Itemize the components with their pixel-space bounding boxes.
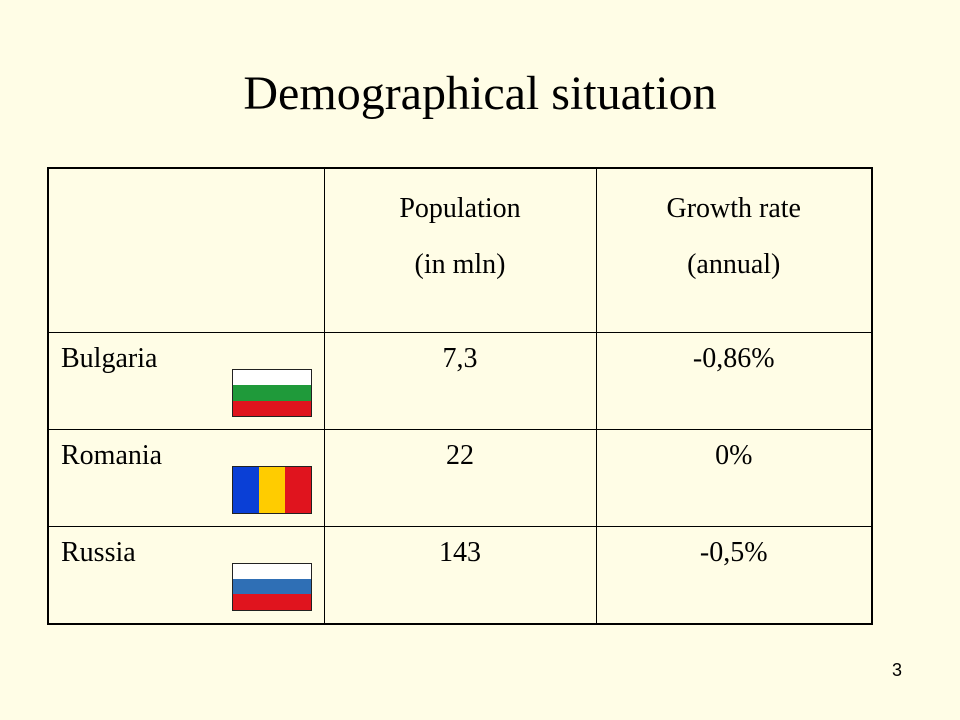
growth-rate-value: 0% [595, 428, 871, 527]
bulgaria-flag-icon [232, 368, 312, 417]
flag-stripe [259, 466, 285, 513]
country-cell: Bulgaria [49, 331, 325, 430]
country-cell: Romania [49, 428, 325, 527]
header-population-line1: Population [399, 193, 521, 224]
country-name: Russia [61, 536, 136, 568]
header-population: Population (in mln) [323, 169, 597, 333]
country-name: Romania [61, 439, 163, 471]
header-growth-rate: Growth rate (annual) [595, 169, 871, 333]
slide-title: Demographical situation [243, 67, 717, 120]
country-cell: Russia [49, 525, 325, 623]
growth-rate-value: -0,5% [595, 525, 871, 623]
flag-stripe [233, 369, 311, 386]
flag-stripe [233, 400, 311, 416]
population-value: 7,3 [323, 331, 597, 430]
population-value: 22 [323, 428, 597, 527]
flag-stripe [233, 563, 311, 579]
flag-stripe [285, 466, 311, 513]
table-row: Bulgaria 7,3 -0,86% [49, 331, 871, 430]
table-row: Romania 22 0% [49, 428, 871, 527]
flag-stripe [233, 466, 259, 513]
header-growth-line1: Growth rate [666, 193, 801, 224]
table-row: Russia 143 -0,5% [49, 525, 871, 623]
population-value: 143 [323, 525, 597, 623]
flag-stripe [233, 594, 311, 610]
growth-rate-value: -0,86% [595, 331, 871, 430]
header-population-line2: (in mln) [414, 249, 506, 280]
header-growth-line2: (annual) [687, 249, 781, 280]
russia-flag-icon [232, 562, 312, 611]
flag-stripe [233, 578, 311, 595]
table-header-row: Population (in mln) Growth rate (annual) [49, 169, 871, 333]
demographics-table: Population (in mln) Growth rate (annual)… [47, 167, 873, 625]
page-number: 3 [891, 660, 902, 680]
country-name: Bulgaria [61, 342, 158, 374]
flag-stripe [233, 385, 311, 401]
romania-flag-icon [232, 465, 312, 514]
header-empty-cell [49, 169, 325, 333]
